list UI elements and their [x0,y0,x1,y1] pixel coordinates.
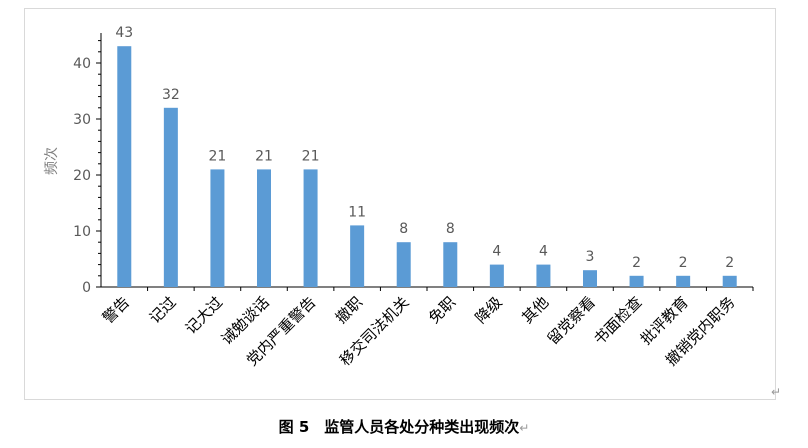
chart-frame [24,8,776,400]
x-category-label: 撤职 [332,293,366,327]
x-category-label: 降级 [472,293,506,327]
data-label: 32 [162,87,180,103]
y-tick-label: 30 [73,112,91,128]
figure-caption-text: 图 5 监管人员各处分种类出现频次 [278,418,520,436]
data-label: 3 [586,249,595,265]
y-tick-label: 10 [73,224,91,240]
y-tick-label: 0 [82,280,91,296]
x-category-label: 记过 [146,293,180,327]
figure-caption: 图 5 监管人员各处分种类出现频次↵ [0,416,808,437]
bar [536,264,551,287]
data-label: 11 [348,204,366,220]
data-label: 4 [539,244,548,260]
y-axis-label: 频次 [44,147,60,175]
x-category-label: 留党察看 [544,293,599,348]
bar [163,107,178,287]
bar-chart: 010203040频次43警告32记过21记大过21诫勉谈话21党内严重警告11… [44,25,754,369]
data-label: 2 [632,255,641,271]
bar [722,275,737,287]
data-label: 4 [492,244,501,260]
bar [629,275,644,287]
x-category-label: 其他 [518,293,552,327]
data-label: 8 [399,221,408,237]
bar [443,242,458,287]
data-label: 2 [725,255,734,271]
y-tick-label: 40 [73,56,91,72]
bar [583,270,597,287]
paragraph-mark: ↵ [519,421,530,435]
bar [257,169,271,287]
x-category-label: 警告 [99,293,133,327]
data-label: 2 [679,255,688,271]
bar [117,46,132,288]
data-label: 21 [209,148,227,164]
bar [676,275,691,287]
data-label: 21 [255,148,273,164]
data-label: 8 [446,221,455,237]
bar [350,225,365,287]
x-category-label: 免职 [425,293,459,327]
x-category-label: 书面检查 [590,293,645,348]
paragraph-mark: ↵ [771,385,782,399]
bar [210,169,225,287]
y-tick-label: 20 [73,168,91,184]
bar [396,242,411,287]
bar [303,169,318,287]
data-label: 43 [115,25,133,41]
data-label: 21 [302,148,320,164]
bar [489,264,504,287]
x-category-label: 记大过 [182,293,227,338]
